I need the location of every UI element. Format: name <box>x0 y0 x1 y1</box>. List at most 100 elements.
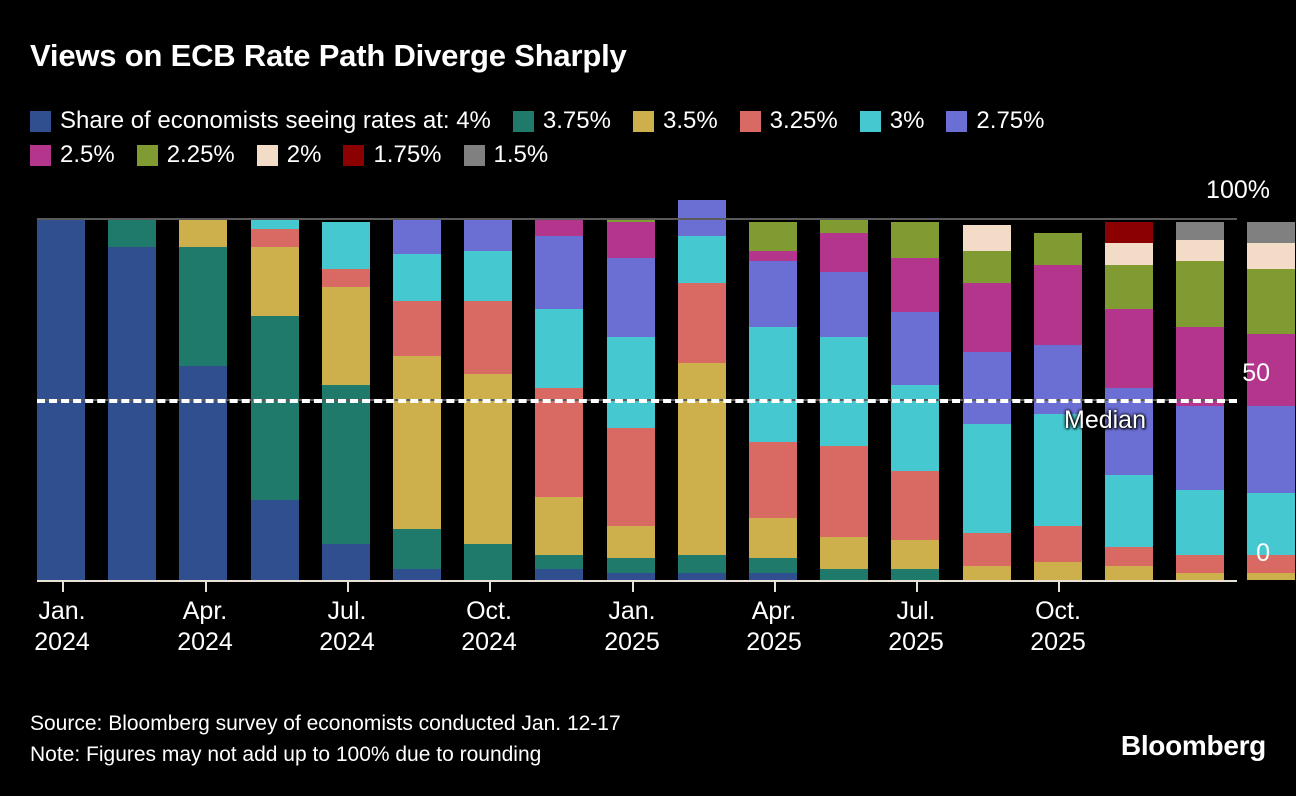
legend-item-4[interactable]: Share of economists seeing rates at: 4% <box>30 107 491 135</box>
plot-area <box>37 199 1296 580</box>
x-axis-label: Jul. 2025 <box>846 596 986 658</box>
y-axis-label-0: 0 <box>1256 539 1270 567</box>
bar-segment <box>891 221 940 258</box>
legend-item-3.75[interactable]: 3.75% <box>512 107 611 135</box>
bar-segment <box>321 543 370 580</box>
legend-label-2.25: 2.25% <box>166 141 235 168</box>
bar-segment <box>749 572 797 580</box>
bar-segment <box>321 384 370 544</box>
x-axis-label-year: 2025 <box>1030 628 1086 656</box>
bar-segment <box>1247 493 1296 555</box>
bar-segment <box>891 384 940 472</box>
gridline-100 <box>37 218 1237 220</box>
bar-column[interactable] <box>1247 221 1296 580</box>
bar-segment <box>535 308 584 389</box>
bar-segment <box>1247 333 1296 407</box>
legend-row-1: Share of economists seeing rates at: 4% 3… <box>30 104 1270 138</box>
legend-swatch-3-icon <box>859 110 881 132</box>
bar-segment <box>464 543 513 580</box>
legend-item-2.75[interactable]: 2.75% <box>946 107 1044 135</box>
x-axis-label-month: Jan. <box>38 597 86 625</box>
bar-segment <box>1105 243 1153 266</box>
bar-column[interactable] <box>1033 232 1082 580</box>
bar-segment <box>250 315 299 501</box>
legend-label-3.25: 3.25% <box>769 107 838 134</box>
bar-segment <box>820 536 869 570</box>
legend-item-2.5[interactable]: 2.5% <box>30 141 115 169</box>
legend-label-2.5: 2.5% <box>60 141 115 168</box>
bar-column[interactable] <box>108 218 157 580</box>
legend-item-1.75[interactable]: 1.75% <box>343 141 442 169</box>
bar-segment <box>250 218 299 229</box>
legend-item-3.25[interactable]: 3.25% <box>739 107 838 135</box>
bar-segment <box>535 569 584 580</box>
legend-item-3[interactable]: 3% <box>859 107 924 135</box>
bar-segment <box>1176 239 1225 262</box>
bar-segment <box>1247 406 1296 494</box>
bar-column[interactable] <box>606 218 655 580</box>
x-axis-tick <box>205 580 207 592</box>
bar-column[interactable] <box>393 218 441 580</box>
bar-segment <box>962 283 1011 352</box>
bar-segment <box>1176 326 1225 407</box>
bar-segment <box>749 221 797 251</box>
legend-label-1.5: 1.5% <box>493 141 549 168</box>
x-axis-label-year: 2024 <box>461 628 517 656</box>
legend-item-2.25[interactable]: 2.25% <box>136 141 235 169</box>
bar-segment <box>1247 221 1296 244</box>
bar-segment <box>606 427 655 526</box>
bar-segment <box>891 257 940 313</box>
legend-label-3.75: 3.75% <box>542 107 611 134</box>
note-text: Note: Figures may not add up to 100% due… <box>30 743 542 766</box>
x-axis-label: Jul. 2024 <box>277 596 417 658</box>
legend-swatch-4-icon <box>30 110 51 132</box>
bar-column[interactable] <box>962 225 1011 580</box>
bar-segment <box>1176 572 1225 580</box>
bar-segment <box>321 221 370 269</box>
bar-segment <box>606 558 655 573</box>
bar-segment <box>1033 344 1082 414</box>
bar-segment <box>393 218 441 255</box>
x-axis-label-month: Oct. <box>1035 597 1081 625</box>
bar-segment <box>962 532 1011 566</box>
bar-segment <box>393 569 441 580</box>
bar-segment <box>1247 243 1296 269</box>
source-text: Source: Bloomberg survey of economists c… <box>30 712 621 735</box>
x-axis-tick <box>774 580 776 592</box>
legend-item-1.5[interactable]: 1.5% <box>463 141 549 169</box>
bar-segment <box>108 246 157 580</box>
bar-column[interactable] <box>1176 221 1225 580</box>
legend-item-3.5[interactable]: 3.5% <box>632 107 718 135</box>
bar-segment <box>1105 265 1153 309</box>
bar-segment <box>1105 221 1153 244</box>
x-axis-tick <box>347 580 349 592</box>
x-axis-label-year: 2024 <box>177 628 233 656</box>
bar-column[interactable] <box>820 218 869 580</box>
bar-segment <box>891 312 940 385</box>
bar-segment <box>1176 406 1225 490</box>
legend-item-2[interactable]: 2% <box>256 141 322 169</box>
legend-swatch-3.75-icon <box>512 110 534 132</box>
bar-column[interactable] <box>749 221 797 580</box>
bar-segment <box>962 565 1011 580</box>
bar-column[interactable] <box>321 221 370 580</box>
bar-segment <box>535 388 584 497</box>
x-axis-label: Apr. 2025 <box>704 596 844 658</box>
bar-column[interactable] <box>250 218 299 580</box>
x-axis-label: Jan. 2025 <box>562 596 702 658</box>
bar-segment <box>820 569 869 580</box>
legend-label-2: 2% <box>286 141 322 168</box>
legend-swatch-2.5-icon <box>30 144 51 166</box>
bar-segment <box>1176 554 1225 573</box>
bar-segment <box>1105 308 1153 389</box>
legend-swatch-1.5-icon <box>463 144 485 166</box>
bar-segment <box>108 218 157 247</box>
x-axis-label-month: Jul. <box>896 597 936 625</box>
bar-column[interactable] <box>677 199 726 580</box>
bar-column[interactable] <box>535 218 584 580</box>
bar-segment <box>464 301 513 374</box>
bar-segment <box>606 572 655 580</box>
bar-segment <box>321 286 370 385</box>
y-axis-label-50: 50 <box>1242 359 1270 387</box>
bar-segment <box>962 424 1011 533</box>
